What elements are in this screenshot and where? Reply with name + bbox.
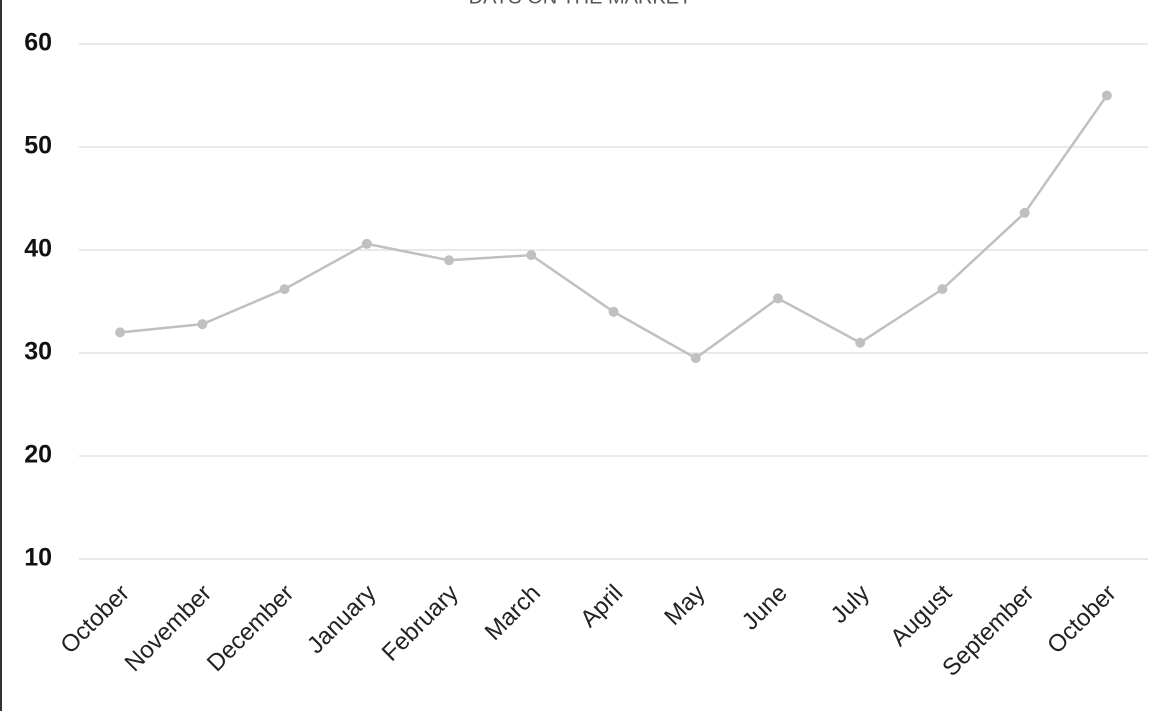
data-point (197, 319, 208, 330)
x-tick-label: May (659, 580, 710, 631)
y-tick-label: 60 (24, 29, 52, 57)
data-point (279, 284, 290, 295)
y-tick-label: 40 (24, 235, 52, 263)
y-tick-label: 50 (24, 132, 52, 160)
data-point (444, 255, 455, 266)
data-point (772, 293, 783, 304)
y-tick-label: 10 (24, 544, 52, 572)
x-tick-label: February (377, 580, 464, 667)
data-point (1019, 207, 1030, 218)
y-tick-label: 30 (24, 338, 52, 366)
y-tick-label: 20 (24, 441, 52, 469)
data-point (361, 238, 372, 249)
data-point (115, 327, 126, 338)
data-point (855, 337, 866, 348)
x-tick-label: January (302, 580, 381, 659)
x-tick-label: March (480, 580, 546, 646)
x-tick-label: October (55, 580, 134, 659)
chart-title: DAYS ON THE MARKET (469, 0, 692, 8)
data-point (1101, 90, 1112, 101)
x-tick-label: December (202, 580, 299, 677)
x-tick-label: August (885, 579, 957, 651)
x-tick-label: June (737, 580, 793, 636)
data-point (937, 284, 948, 295)
data-point (608, 306, 619, 317)
data-line (119, 94, 1108, 360)
x-tick-label: October (1042, 580, 1121, 659)
data-point (690, 353, 701, 364)
x-tick-label: November (120, 580, 217, 677)
x-tick-label: April (575, 580, 628, 633)
x-tick-label: July (826, 580, 875, 629)
data-point (526, 250, 537, 261)
